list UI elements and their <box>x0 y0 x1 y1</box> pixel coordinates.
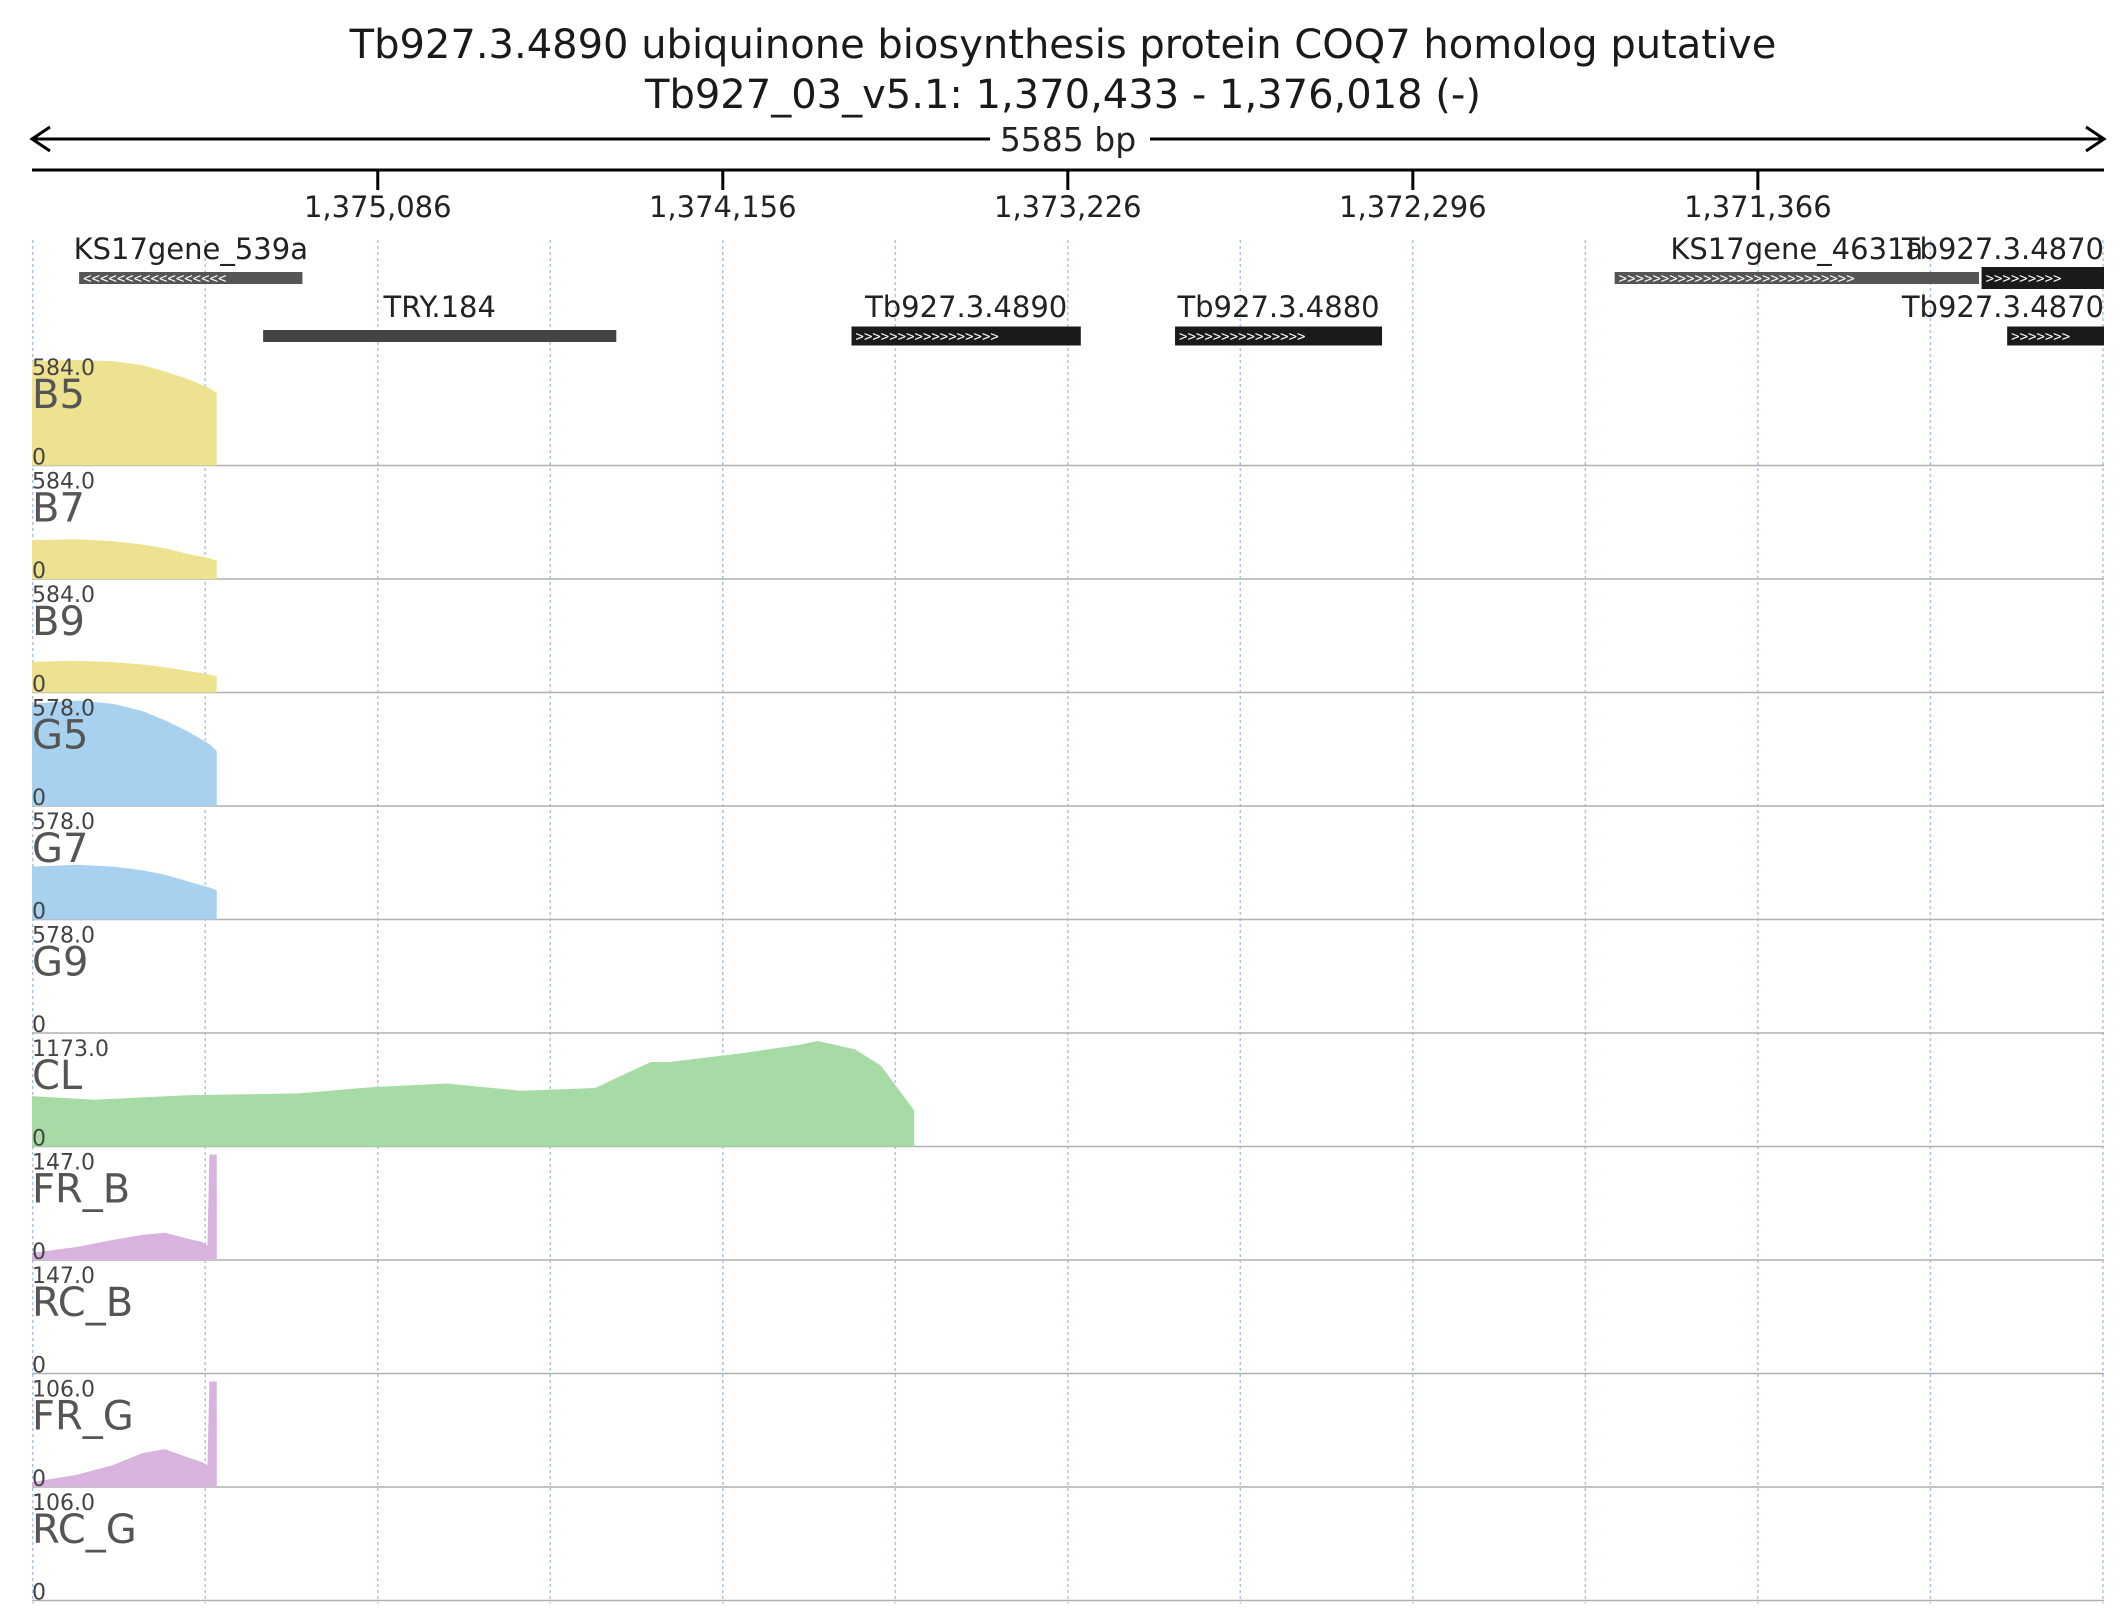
locus-label: Tb927_03_v5.1: 1,370,433 - 1,376,018 (-) <box>645 72 1481 118</box>
gene-feature <box>1981 267 2104 289</box>
gene-label: Tb927.3.4890 <box>864 290 1067 324</box>
track-max-label: 578.0 <box>32 924 95 949</box>
track-name: FR_G <box>32 1394 134 1440</box>
gene-feature <box>79 272 303 284</box>
track-name: B7 <box>32 486 85 532</box>
strand-arrows: <<<<<<<<<<<<<<<<< <box>83 271 226 287</box>
strand-arrows: >>>>>>>>> <box>1986 271 2062 287</box>
track-min-label: 0 <box>32 673 46 698</box>
tick-label: 1,375,086 <box>304 190 452 224</box>
track-min-label: 0 <box>32 1581 46 1606</box>
track-min-label: 0 <box>32 446 46 471</box>
strand-arrows: >>>>>>>>>>>>>>>>>>>>>>>>>>>> <box>1619 271 1855 287</box>
track-max-label: 578.0 <box>32 697 95 722</box>
coverage-area <box>32 660 217 693</box>
track-max-label: 584.0 <box>32 356 95 381</box>
track-max-label: 147.0 <box>32 1264 95 1289</box>
strand-arrows: >>>>>>>>>>>>>>> <box>1179 329 1305 345</box>
track-name: RC_G <box>32 1507 137 1553</box>
gene-label: Tb927.3.4870 <box>1901 290 2104 324</box>
strand-arrows: >>>>>>> <box>2011 329 2070 345</box>
track-max-label: 106.0 <box>32 1378 95 1403</box>
track-max-label: 106.0 <box>32 1491 95 1516</box>
tick-label: 1,373,226 <box>994 190 1142 224</box>
tick-label: 1,371,366 <box>1684 190 1832 224</box>
track-min-label: 0 <box>32 786 46 811</box>
track-name: CL <box>32 1053 83 1099</box>
track-max-label: 584.0 <box>32 583 95 608</box>
tick-label: 1,372,296 <box>1339 190 1487 224</box>
grid-lines <box>31 240 2104 1604</box>
track-max-label: 147.0 <box>32 1151 95 1176</box>
x-axis-ticks: 1,375,086 1,374,156 1,373,226 1,372,296 1,37… <box>304 170 1832 224</box>
coverage-area <box>32 360 217 466</box>
track-name: FR_B <box>32 1167 130 1213</box>
length-arrow-right-head <box>2085 125 2107 153</box>
track-name: B9 <box>32 599 85 645</box>
ruler: 5585 bp <box>29 120 2107 172</box>
track-max-label: 584.0 <box>32 470 95 495</box>
track-name: RC_B <box>32 1280 133 1326</box>
gene-title: Tb927.3.4890 ubiquinone biosynthesis pro… <box>349 22 1777 68</box>
track-min-label: 0 <box>32 1013 46 1038</box>
coverage-area <box>32 1381 217 1487</box>
track-name: G7 <box>32 826 88 872</box>
coverage-area <box>32 1154 217 1260</box>
gene-feature <box>1175 326 1383 346</box>
gene-feature <box>851 326 1081 346</box>
gene-feature <box>263 330 617 342</box>
track-min-label: 0 <box>32 1354 46 1379</box>
strand-arrows: >>>>>>>>>>>>>>>>> <box>856 329 999 345</box>
coverage-area <box>32 1041 915 1147</box>
gene-label: KS17gene_4631a <box>1670 232 1923 266</box>
tick-label: 1,374,156 <box>649 190 797 224</box>
coverage-area <box>32 700 217 806</box>
gene-label: Tb927.3.4880 <box>1176 290 1379 324</box>
track-name: G9 <box>32 940 88 986</box>
gene-label: TRY.184 <box>383 290 496 324</box>
track-min-label: 0 <box>32 1467 46 1492</box>
track-min-label: 0 <box>32 1240 46 1265</box>
gene-feature <box>2007 326 2104 346</box>
track-min-label: 0 <box>32 1127 46 1152</box>
track-max-label: 1173.0 <box>32 1037 109 1062</box>
track-min-label: 0 <box>32 900 46 925</box>
coverage-area <box>32 539 217 579</box>
length-arrow-left-head <box>29 125 51 153</box>
coverage-area <box>32 864 217 920</box>
track-name: G5 <box>32 713 88 759</box>
gene-annotations: <<<<<<<<<<<<<<<<< KS17gene_539a TRY.184 >>>… <box>74 232 2104 346</box>
length-label: 5585 bp <box>1000 120 1136 159</box>
gene-label: KS17gene_539a <box>74 232 308 266</box>
gene-feature <box>1614 272 1979 284</box>
track-name: B5 <box>32 372 85 418</box>
track-min-label: 0 <box>32 559 46 584</box>
coverage-tracks: 584.0B50584.0B70584.0B90578.0G50578.0G70… <box>32 356 2104 1606</box>
track-max-label: 578.0 <box>32 810 95 835</box>
gene-label: Tb927.3.4870 <box>1901 232 2104 266</box>
